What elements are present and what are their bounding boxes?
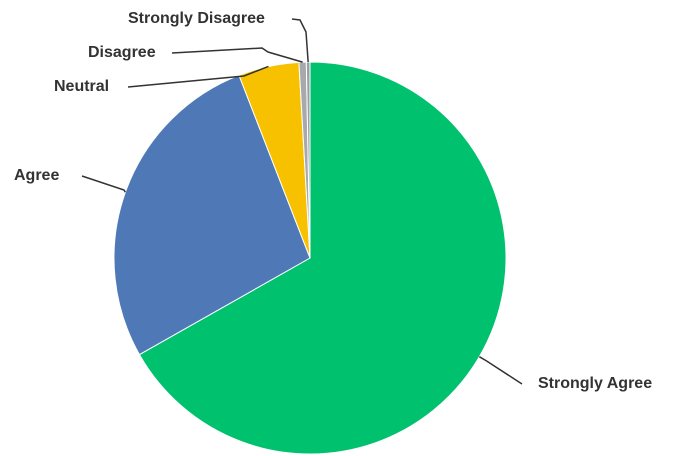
slice-label-agree: Agree <box>14 167 59 184</box>
slice-label-neutral: Neutral <box>54 78 109 95</box>
slices-layer <box>113 61 507 455</box>
pie-slice-strongly-agree <box>138 61 507 455</box>
slice-label-disagree: Disagree <box>88 44 156 61</box>
pie-slice-agree <box>113 74 311 356</box>
leader-line-agree <box>81 175 127 193</box>
leader-line-strongly-disagree <box>291 18 309 63</box>
pie-slice-strongly-disagree <box>305 61 311 259</box>
slice-label-strongly-disagree: Strongly Disagree <box>128 10 265 27</box>
leader-line-neutral <box>127 65 269 88</box>
labels-layer: Strongly Agree Agree Neutral Disagree Strong… <box>14 10 652 392</box>
leaders-layer <box>81 18 523 385</box>
slice-label-strongly-agree: Strongly Agree <box>538 375 652 392</box>
leader-line-disagree <box>171 47 303 63</box>
leader-line-strongly-agree <box>478 356 523 385</box>
